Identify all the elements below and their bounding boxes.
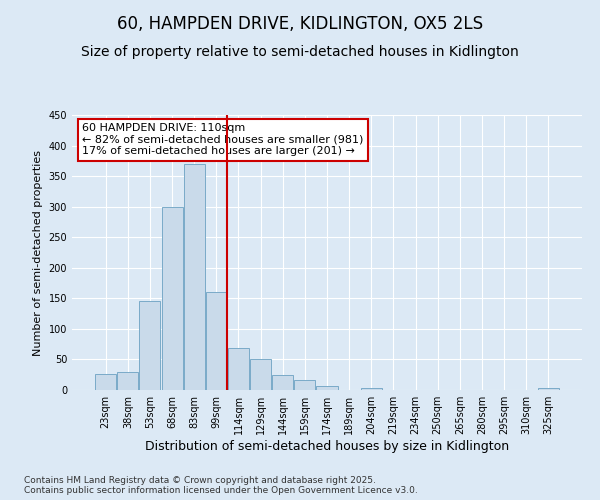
Bar	[184, 164, 205, 390]
Bar	[228, 348, 249, 390]
Text: 60 HAMPDEN DRIVE: 110sqm
← 82% of semi-detached houses are smaller (981)
17% of : 60 HAMPDEN DRIVE: 110sqm ← 82% of semi-d…	[82, 123, 364, 156]
Bar	[95, 374, 116, 390]
Bar	[118, 372, 139, 390]
Bar	[316, 386, 338, 390]
Bar	[295, 380, 316, 390]
Bar	[206, 292, 227, 390]
Text: Size of property relative to semi-detached houses in Kidlington: Size of property relative to semi-detach…	[81, 45, 519, 59]
Y-axis label: Number of semi-detached properties: Number of semi-detached properties	[33, 150, 43, 356]
Bar	[250, 360, 271, 390]
Bar	[139, 302, 160, 390]
Text: 60, HAMPDEN DRIVE, KIDLINGTON, OX5 2LS: 60, HAMPDEN DRIVE, KIDLINGTON, OX5 2LS	[117, 15, 483, 33]
X-axis label: Distribution of semi-detached houses by size in Kidlington: Distribution of semi-detached houses by …	[145, 440, 509, 453]
Bar	[538, 388, 559, 390]
Bar	[161, 206, 182, 390]
Bar	[361, 388, 382, 390]
Text: Contains HM Land Registry data © Crown copyright and database right 2025.
Contai: Contains HM Land Registry data © Crown c…	[24, 476, 418, 495]
Bar	[272, 374, 293, 390]
